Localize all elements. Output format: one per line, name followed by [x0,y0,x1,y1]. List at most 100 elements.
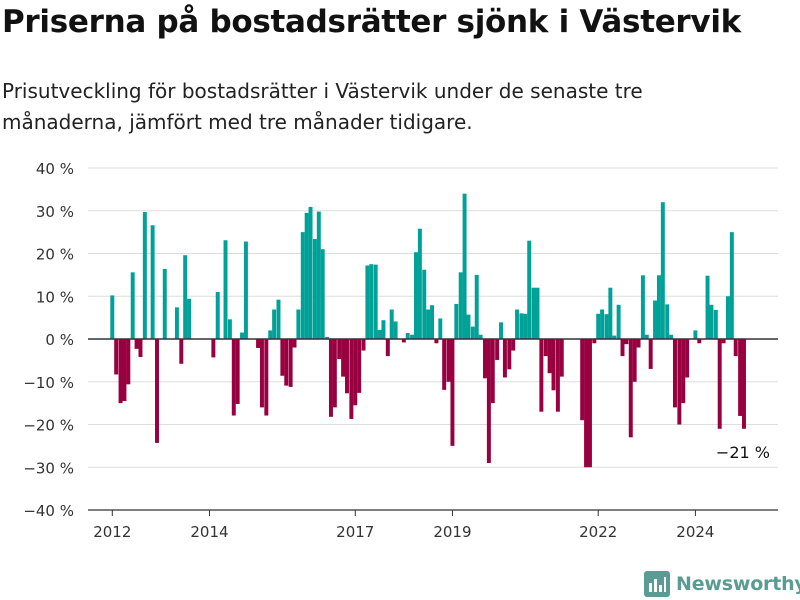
bar [624,339,629,345]
bar [442,339,447,390]
bar [693,330,698,339]
bar [405,333,410,339]
bar [507,339,512,370]
bar [673,339,677,408]
x-tick-label: 2014 [190,523,228,541]
bar [320,249,325,339]
bar [369,264,374,339]
bar [179,339,184,364]
bar [332,339,337,408]
bar [555,339,560,412]
x-tick-label: 2017 [336,523,374,541]
bar [162,268,167,339]
bar [373,264,378,339]
bar [644,334,649,339]
x-axis: 2012 2014 2017 2019 2022 2024 [88,338,778,541]
bar [134,339,139,349]
bar [713,309,718,339]
bar [434,339,439,344]
bar [438,318,443,339]
bar [600,309,605,339]
brand-name: Newsworthy [676,573,800,595]
bar [632,339,637,382]
bar [697,339,702,344]
bar [502,339,507,378]
newsworthy-icon [644,571,670,597]
bar [215,291,220,339]
bar [742,339,746,429]
bar [531,287,536,339]
bar [223,240,228,339]
bar [150,225,155,339]
bar [499,322,504,339]
x-tick-label: 2012 [93,523,131,541]
bar [705,275,710,339]
y-tick-label: 10 % [36,288,74,306]
bar [653,300,658,339]
bar [417,228,422,339]
bar [361,339,366,351]
bar [414,252,418,339]
bar [681,339,686,404]
bar [401,339,406,343]
y-tick-label: −40 % [23,502,74,520]
last-value-label: −21 % [716,443,770,462]
bar [328,339,333,417]
bar [259,339,264,408]
bar-chart: 40 %30 %20 %10 %0 %−10 %−20 %−30 %−40 % … [23,160,778,541]
bar [539,339,544,412]
bar [640,275,645,339]
bar [466,314,471,339]
bar [446,339,451,382]
y-tick-label: 40 % [36,160,74,178]
bar [312,238,317,339]
y-tick-label: 0 % [45,331,74,349]
bar [268,330,273,339]
bar [377,330,382,339]
bar [138,339,143,357]
bar [483,339,487,379]
bar [240,332,245,339]
x-tick-label: 2024 [676,523,714,541]
bar [187,298,192,339]
y-tick-label: −20 % [23,417,74,435]
bar [155,339,159,443]
bar [450,339,455,446]
newsworthy-logo: Newsworthy [644,569,800,599]
bar [174,307,179,339]
bar [592,339,597,344]
bar [665,304,670,339]
bar [608,287,613,339]
bar [604,314,609,339]
bar [486,339,491,463]
bar [304,212,309,339]
bar [551,339,556,391]
bar [733,339,738,357]
bar [381,320,386,339]
bar [130,272,135,339]
bar [227,319,232,339]
bar [118,339,123,404]
bar [349,339,354,419]
bar [389,309,394,339]
bar [365,265,370,339]
bar [430,305,435,339]
bar [353,339,358,406]
bar [725,296,730,339]
y-axis-labels: 40 % 30 % 20 % 10 % 0 % −10 % −20 % −30 % −40 % [23,160,74,520]
bar [612,335,617,339]
bar [385,339,390,357]
bar [296,309,301,339]
bar [515,309,520,339]
bar [616,304,621,339]
bar [470,326,475,339]
bar [474,274,479,339]
y-tick-label: −30 % [23,459,74,477]
y-tick-label: 30 % [36,203,74,221]
bar [709,304,714,339]
bar [110,295,115,339]
bar [462,193,467,339]
bar [717,339,722,429]
bar [357,339,362,393]
bar [243,241,248,339]
